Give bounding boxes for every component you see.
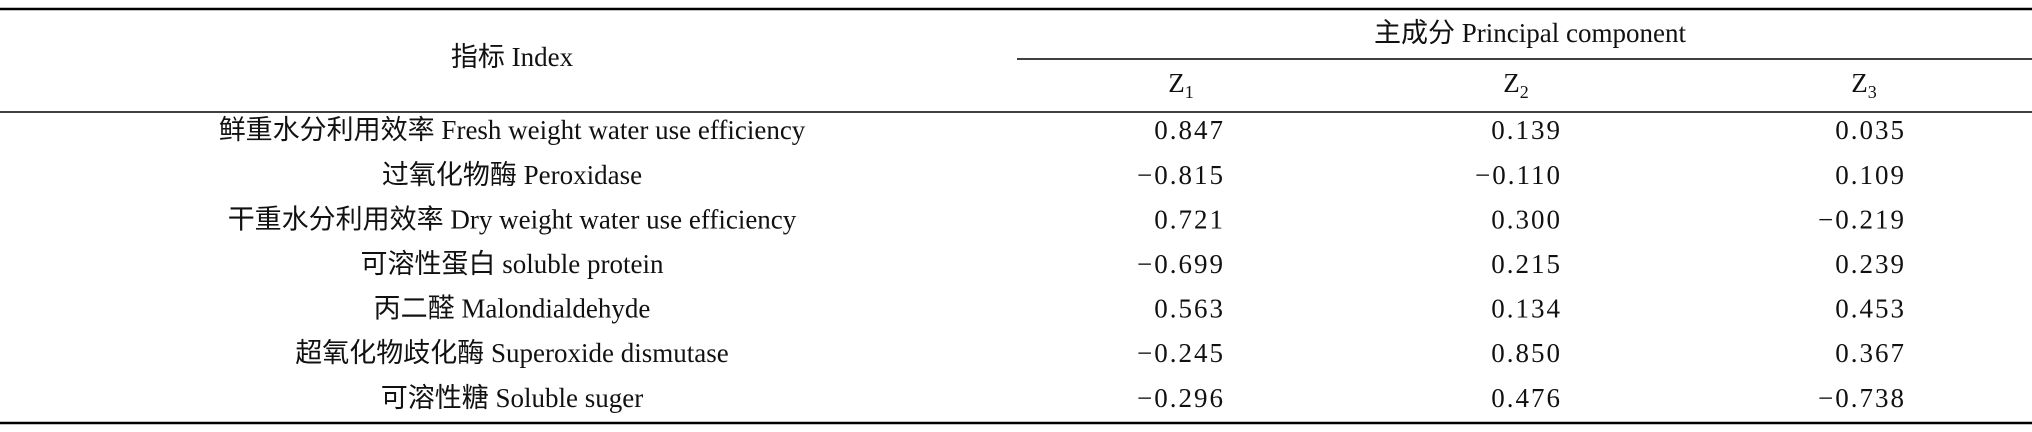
cell-value: −0.110 <box>1475 160 1562 190</box>
cell-value: −0.219 <box>1818 204 1906 234</box>
column-sub: 1 <box>1185 82 1194 102</box>
row-label: 过氧化物酶 Peroxidase <box>382 160 642 190</box>
cell-value: 0.215 <box>1491 249 1562 279</box>
cell-value: 0.139 <box>1491 115 1562 145</box>
cell-value: −0.296 <box>1137 383 1225 413</box>
cell-value: −0.245 <box>1137 338 1225 368</box>
cell-value: 0.721 <box>1154 204 1225 234</box>
cell-value: 0.035 <box>1835 115 1906 145</box>
cell-value: −0.738 <box>1818 383 1906 413</box>
row-label: 丙二醛 Malondialdehyde <box>374 294 651 324</box>
column-base: Z <box>1503 68 1520 98</box>
column-header: Z3 <box>1851 68 1877 102</box>
row-label: 干重水分利用效率 Dry weight water use efficiency <box>228 204 797 234</box>
column-base: Z <box>1168 68 1185 98</box>
column-header: Z1 <box>1168 68 1194 102</box>
cell-value: 0.847 <box>1154 115 1225 145</box>
cell-value: 0.300 <box>1491 204 1562 234</box>
row-label: 超氧化物歧化酶 Superoxide dismutase <box>295 338 728 368</box>
row-label: 可溶性糖 Soluble suger <box>381 383 644 413</box>
row-header: 指标 Index <box>451 42 574 72</box>
column-header: Z2 <box>1503 68 1529 102</box>
column-sub: 3 <box>1868 82 1877 102</box>
cell-value: 0.109 <box>1835 160 1906 190</box>
cell-value: −0.699 <box>1137 249 1225 279</box>
cell-value: 0.563 <box>1154 294 1225 324</box>
cell-value: 0.453 <box>1835 294 1906 324</box>
cell-value: 0.367 <box>1835 338 1906 368</box>
cell-value: 0.850 <box>1491 338 1562 368</box>
cell-value: 0.476 <box>1491 383 1562 413</box>
row-label: 可溶性蛋白 soluble protein <box>361 249 664 279</box>
cell-value: −0.815 <box>1137 160 1225 190</box>
group-header: 主成分 Principal component <box>1374 18 1686 48</box>
cell-value: 0.239 <box>1835 249 1906 279</box>
cell-value: 0.134 <box>1491 294 1562 324</box>
column-sub: 2 <box>1520 82 1529 102</box>
column-base: Z <box>1851 68 1868 98</box>
row-label: 鲜重水分利用效率 Fresh weight water use efficien… <box>219 115 806 145</box>
